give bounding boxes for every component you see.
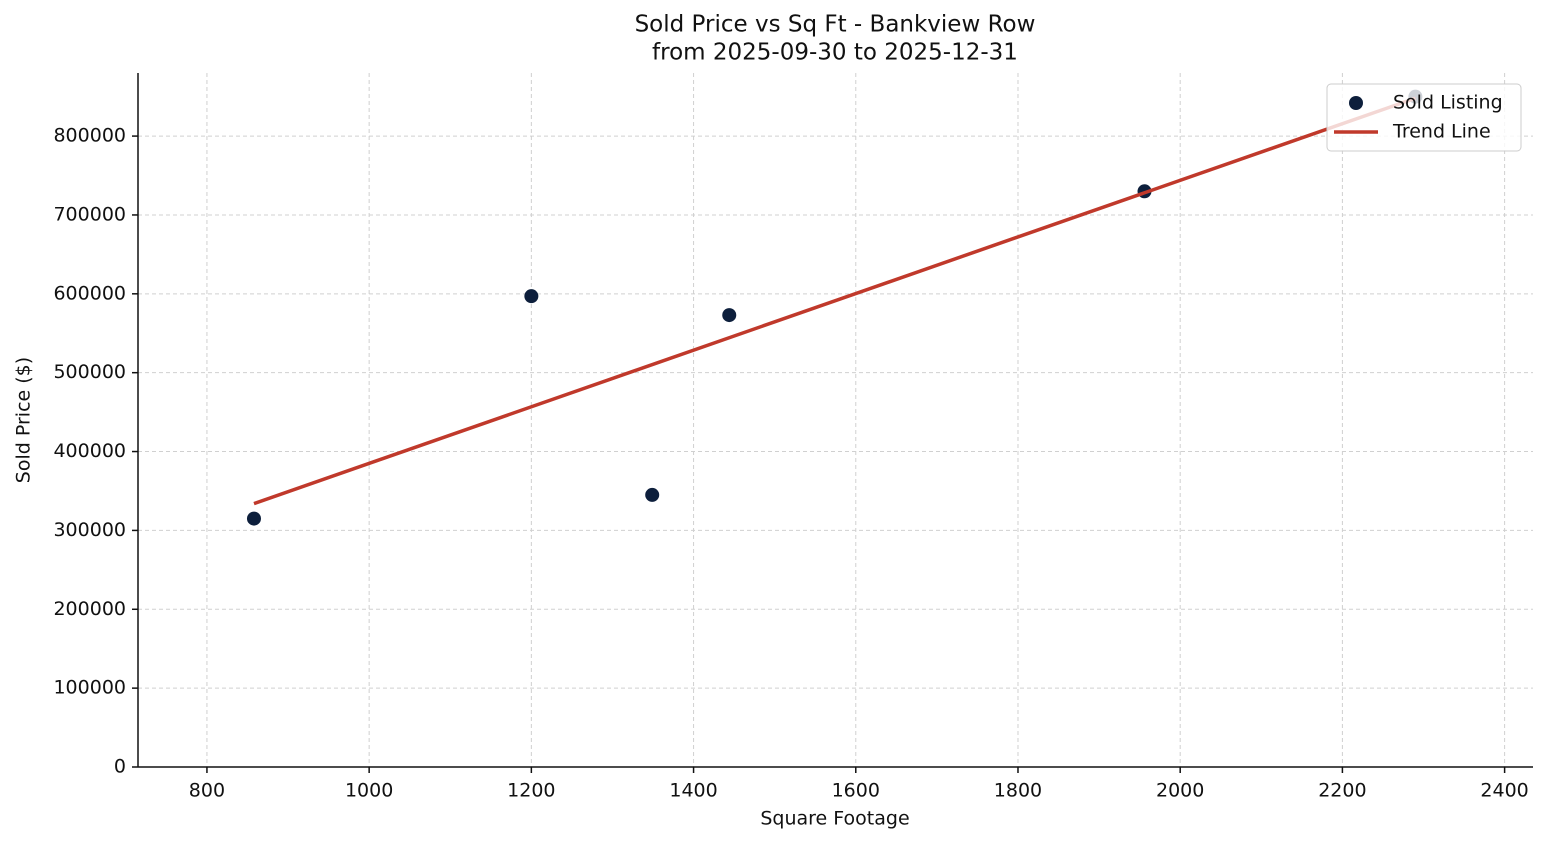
x-tick-label: 800 bbox=[189, 780, 225, 802]
data-point bbox=[246, 511, 261, 526]
y-tick-label: 700000 bbox=[53, 203, 126, 225]
y-axis-label: Sold Price ($) bbox=[13, 357, 35, 483]
y-tick-label: 600000 bbox=[53, 282, 126, 304]
y-tick-label: 100000 bbox=[53, 677, 126, 699]
x-axis-label: Square Footage bbox=[760, 808, 909, 830]
x-tick-label: 1000 bbox=[345, 780, 393, 802]
x-tick-label: 1800 bbox=[994, 780, 1042, 802]
x-tick-label: 2000 bbox=[1156, 780, 1204, 802]
y-tick-label: 200000 bbox=[53, 598, 126, 620]
y-tick-label: 300000 bbox=[53, 519, 126, 541]
legend-marker bbox=[1349, 96, 1363, 110]
y-tick-label: 500000 bbox=[53, 361, 126, 383]
chart-title: Sold Price vs Sq Ft - Bankview Row bbox=[635, 12, 1036, 38]
legend: Sold Listing Trend Line bbox=[1326, 83, 1522, 152]
x-tick-label: 2200 bbox=[1318, 780, 1366, 802]
data-point bbox=[722, 308, 737, 323]
legend-label: Sold Listing bbox=[1393, 92, 1503, 114]
legend-box bbox=[1326, 83, 1522, 152]
y-tick-label: 0 bbox=[114, 756, 126, 778]
chart-subtitle: from 2025-09-30 to 2025-12-31 bbox=[652, 40, 1018, 66]
data-point bbox=[524, 289, 539, 304]
x-tick-label: 1200 bbox=[507, 780, 555, 802]
data-point bbox=[645, 487, 660, 502]
x-tick-label: 1600 bbox=[832, 780, 880, 802]
x-tick-label: 1400 bbox=[669, 780, 717, 802]
legend-label: Trend Line bbox=[1392, 121, 1491, 143]
trend-line bbox=[253, 96, 1416, 506]
y-tick-label: 400000 bbox=[53, 440, 126, 462]
x-tick-label: 2400 bbox=[1480, 780, 1528, 802]
y-tick-label: 800000 bbox=[53, 125, 126, 147]
